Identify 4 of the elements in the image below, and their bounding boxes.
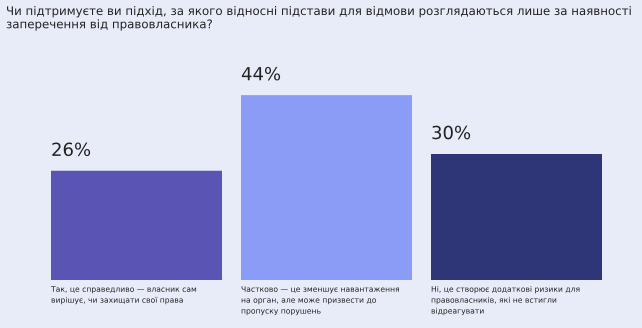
data-label: 26% <box>52 142 90 156</box>
data-label: 30% <box>432 126 470 140</box>
data-label: 44% <box>242 66 280 81</box>
chart-title: Чи підтримуєте ви підхід, за якого відносні підстави для відмови розглядаються лише за наявності заперечення від правовласника? <box>6 6 631 31</box>
